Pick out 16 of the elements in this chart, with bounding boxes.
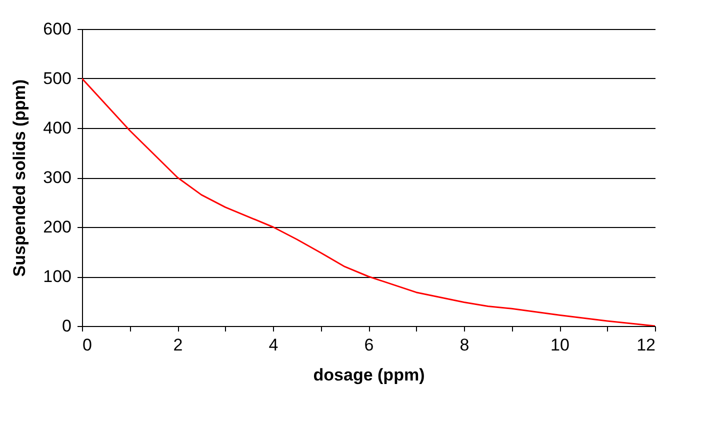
x-tick-label: 4 — [268, 336, 278, 354]
x-tick-label: 10 — [550, 336, 570, 354]
y-tick-label: 400 — [43, 118, 72, 138]
y-tick-label: 600 — [43, 20, 72, 38]
y-tick-label: 0 — [62, 316, 72, 336]
x-axis-title: dosage (ppm) — [313, 366, 425, 384]
x-tick-label: 6 — [364, 336, 374, 354]
y-tick-label: 100 — [43, 267, 72, 286]
x-tick-label: 0 — [82, 336, 92, 354]
x-tick-label: 8 — [460, 336, 470, 354]
y-tick-label: 500 — [43, 69, 72, 88]
y-axis-title: Suspended solids (ppm) — [10, 79, 30, 277]
y-tick-label: 300 — [43, 168, 72, 187]
x-tick-label: 2 — [173, 336, 183, 354]
y-tick-label: 200 — [43, 218, 72, 236]
x-tick-label: 12 — [636, 336, 656, 354]
